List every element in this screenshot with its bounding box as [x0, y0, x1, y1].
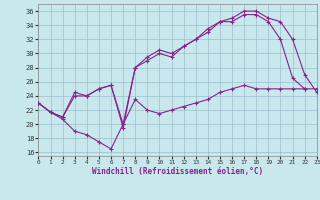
X-axis label: Windchill (Refroidissement éolien,°C): Windchill (Refroidissement éolien,°C): [92, 167, 263, 176]
